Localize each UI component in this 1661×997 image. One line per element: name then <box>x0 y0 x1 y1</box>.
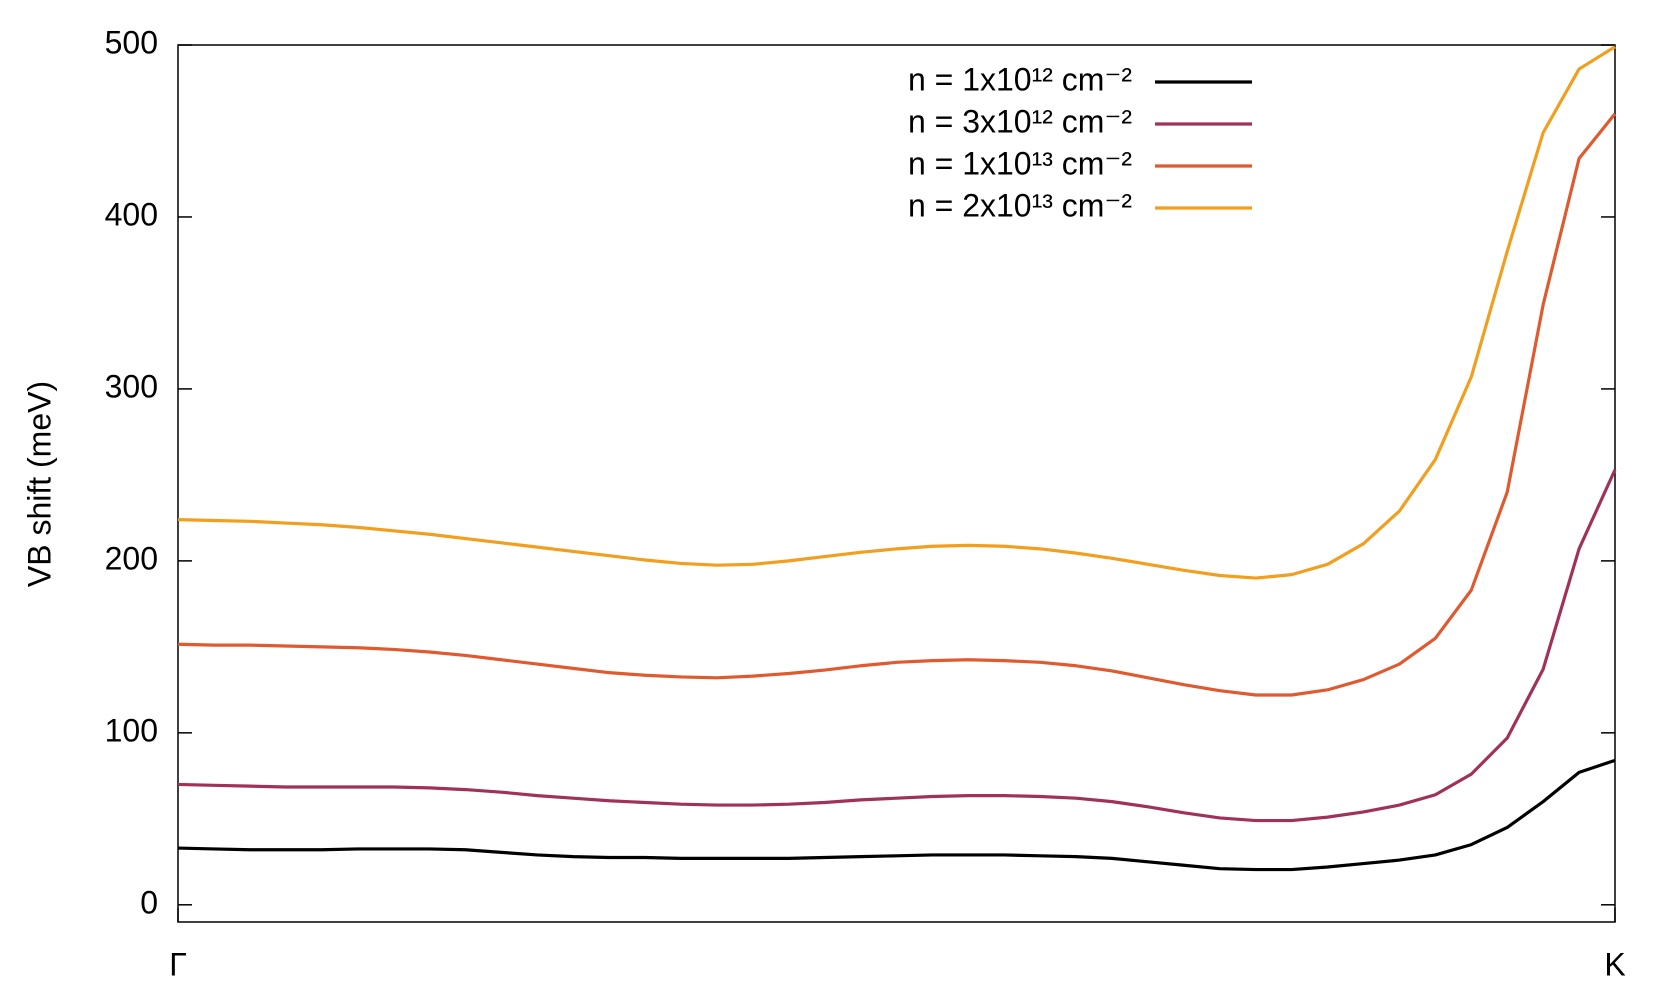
y-tick-label: 100 <box>105 712 158 748</box>
legend-label: n = 3x10¹² cm⁻² <box>908 103 1132 139</box>
y-axis-label: VB shift (meV) <box>21 381 57 587</box>
series-line <box>177 758 1616 872</box>
y-tick-label: 200 <box>105 540 158 576</box>
y-tick-label: 300 <box>105 368 158 404</box>
series-line <box>177 469 1617 823</box>
y-tick-label: 500 <box>105 24 158 60</box>
series-line <box>177 45 1616 580</box>
y-tick-label: 400 <box>105 196 158 232</box>
legend-label: n = 2x10¹³ cm⁻² <box>908 187 1132 223</box>
legend-label: n = 1x10¹² cm⁻² <box>908 61 1132 97</box>
y-tick-label: 0 <box>140 884 158 920</box>
plot-frame <box>177 44 1616 923</box>
series-line <box>177 112 1617 697</box>
x-tick-label: K <box>1604 946 1625 982</box>
x-tick-label: Γ <box>169 946 187 982</box>
legend-label: n = 1x10¹³ cm⁻² <box>908 145 1132 181</box>
